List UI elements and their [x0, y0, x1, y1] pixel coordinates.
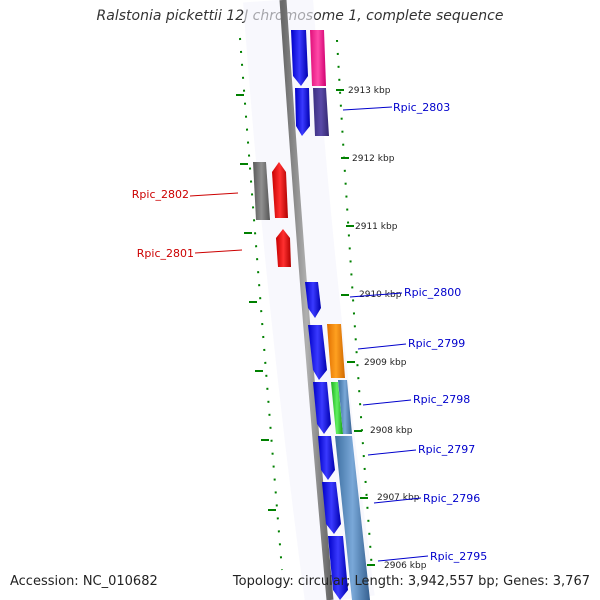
gene-label-rpic-2801[interactable]: Rpic_2801 — [137, 247, 194, 260]
gene-label-rpic-2796[interactable]: Rpic_2796 — [423, 492, 480, 505]
gene-label-rpic-2803[interactable]: Rpic_2803 — [393, 101, 450, 114]
gene-feature-blue[interactable] — [291, 30, 308, 86]
kbp-label: 2913 kbp — [348, 86, 391, 96]
gene-feature-blue[interactable] — [308, 325, 327, 380]
gene-feature-blue[interactable] — [322, 482, 341, 534]
gene-feature-blue[interactable] — [295, 88, 310, 136]
gene-feature-blue[interactable] — [305, 282, 321, 318]
accession-text: Accession: NC_010682 — [10, 574, 158, 589]
gene-feature-green[interactable] — [331, 382, 343, 434]
inner-major-ticks — [236, 94, 276, 511]
kbp-label: 2906 kbp — [384, 561, 427, 571]
gene-feature-red[interactable] — [276, 229, 291, 267]
kbp-label: 2911 kbp — [355, 222, 398, 232]
kbp-label: 2909 kbp — [364, 358, 407, 368]
gene-feature-red[interactable] — [272, 162, 288, 218]
outer-tick-arc — [336, 39, 373, 571]
gene-label-rpic-2799[interactable]: Rpic_2799 — [408, 337, 465, 350]
backbone-line — [279, 0, 334, 600]
gene-label-rpic-2797[interactable]: Rpic_2797 — [418, 443, 475, 456]
kbp-label: 2907 kbp — [377, 493, 420, 503]
topology-text: Topology: circular; Length: 3,942,557 bp… — [232, 574, 590, 589]
gene-feature-gray[interactable] — [253, 162, 270, 220]
outer-major-ticks — [336, 89, 375, 566]
gene-feature-steel[interactable] — [338, 380, 352, 434]
gene-feature-blue[interactable] — [328, 536, 348, 600]
gene-feature-pink[interactable] — [310, 30, 326, 86]
gene-feature-orange[interactable] — [327, 324, 345, 378]
kbp-label: 2912 kbp — [352, 154, 395, 164]
gene-label-rpic-2800[interactable]: Rpic_2800 — [404, 286, 461, 299]
gene-feature-blue[interactable] — [318, 436, 335, 480]
gene-feature-steel[interactable] — [335, 436, 370, 600]
gene-label-rpic-2795[interactable]: Rpic_2795 — [430, 550, 487, 563]
label-leader-lines — [189, 106, 429, 562]
gene-label-rpic-2798[interactable]: Rpic_2798 — [413, 393, 470, 406]
gene-feature-blue[interactable] — [313, 382, 331, 434]
gene-feature-purple[interactable] — [313, 88, 329, 136]
kbp-label: 2908 kbp — [370, 426, 413, 436]
gene-label-rpic-2802[interactable]: Rpic_2802 — [132, 188, 189, 201]
